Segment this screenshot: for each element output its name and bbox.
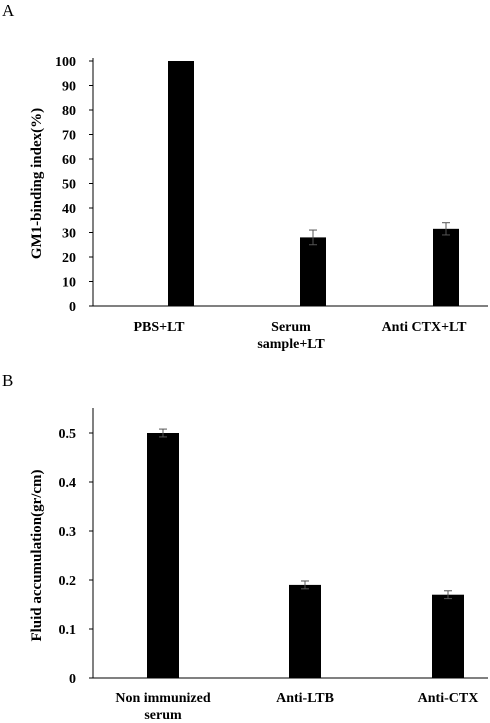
chartb-y-axis-label: Fluid accumulation(gr/cm) bbox=[29, 469, 45, 641]
charta-bar bbox=[433, 228, 459, 306]
charta-y-tick-label: 60 bbox=[62, 153, 76, 168]
panel-label-a: A bbox=[2, 1, 15, 20]
charta-y-axis-label: GM1-binding index(%) bbox=[29, 108, 45, 259]
chartb-category-label: Anti-LTB bbox=[276, 691, 334, 706]
charta-category-label: PBS+LT bbox=[133, 320, 185, 335]
charta-category-label: sample+LT bbox=[257, 337, 325, 352]
charta-y-tick-label: 50 bbox=[62, 178, 76, 193]
charta-y-tick-label: 10 bbox=[62, 276, 76, 291]
chartb-y-tick-label: 0 bbox=[69, 672, 76, 687]
charta-y-tick-label: 100 bbox=[55, 55, 76, 70]
chart-a: 0 10 20 30 40 50 60 70 80 90 100 GM1-binding index(… bbox=[29, 55, 488, 352]
chartb-y-tick-label: 0.2 bbox=[59, 574, 77, 589]
chartb-bar bbox=[147, 433, 179, 678]
chartb-y-tick-label: 0.5 bbox=[59, 427, 77, 442]
charta-bar bbox=[168, 61, 194, 306]
charta-y-tick-label: 0 bbox=[69, 300, 76, 315]
chartb-bar bbox=[432, 594, 464, 678]
charta-y-tick-label: 70 bbox=[62, 129, 76, 144]
charta-y-tick-label: 80 bbox=[62, 104, 76, 119]
chartb-category-label: Non immunized bbox=[115, 691, 211, 706]
chartb-bar bbox=[289, 584, 321, 678]
chartb-y-tick-label: 0.4 bbox=[59, 476, 77, 491]
chartb-y-tick-label: 0.3 bbox=[59, 525, 77, 540]
charta-category-label: Anti CTX+LT bbox=[382, 320, 468, 335]
chart-b: 0 0.1 0.2 0.3 0.4 0.5 Fluid accumulation(gr/cm… bbox=[29, 408, 488, 723]
charta-y-tick-label: 90 bbox=[62, 80, 76, 95]
chartb-category-label: Anti-CTX bbox=[418, 691, 479, 706]
charta-category-label: Serum bbox=[271, 320, 311, 335]
chartb-y-tick-label: 0.1 bbox=[59, 623, 77, 638]
charta-bar bbox=[300, 237, 326, 306]
chartb-category-label: serum bbox=[144, 708, 182, 723]
panel-label-b: B bbox=[2, 371, 13, 390]
charta-y-tick-label: 30 bbox=[62, 227, 76, 242]
charta-y-tick-label: 40 bbox=[62, 202, 76, 217]
charta-y-tick-label: 20 bbox=[62, 251, 76, 266]
